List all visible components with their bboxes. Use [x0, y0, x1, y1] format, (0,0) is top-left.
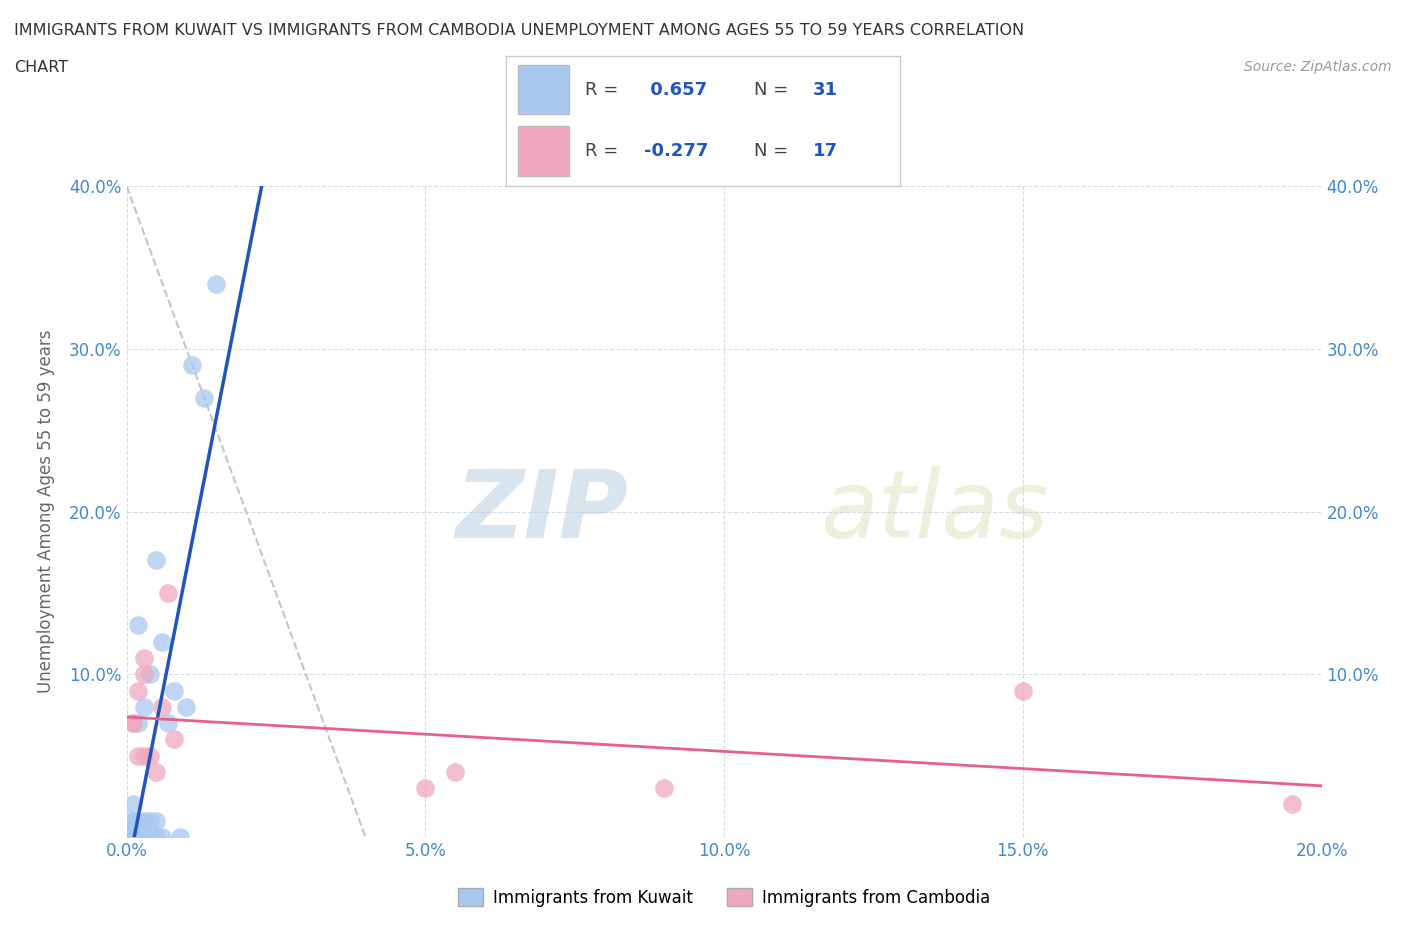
Text: R =: R =: [585, 81, 624, 99]
Point: [174, 699, 197, 714]
Point: [139, 748, 162, 763]
Point: [193, 391, 215, 405]
Point: [1281, 797, 1303, 812]
Text: ZIP: ZIP: [456, 466, 628, 557]
Point: [134, 667, 156, 682]
Point: [127, 748, 149, 763]
Point: [127, 830, 149, 844]
Point: [415, 781, 437, 796]
Text: CHART: CHART: [14, 60, 67, 75]
Point: [145, 553, 167, 568]
Point: [134, 699, 156, 714]
Point: [121, 821, 143, 836]
Point: [121, 716, 143, 731]
Text: N =: N =: [754, 142, 794, 160]
Text: 31: 31: [813, 81, 838, 99]
FancyBboxPatch shape: [517, 126, 569, 176]
Point: [134, 830, 156, 844]
Point: [152, 634, 174, 649]
Legend: Immigrants from Kuwait, Immigrants from Cambodia: Immigrants from Kuwait, Immigrants from …: [451, 882, 997, 913]
Point: [139, 667, 162, 682]
Text: 17: 17: [813, 142, 838, 160]
Point: [121, 716, 143, 731]
Point: [127, 813, 149, 829]
Point: [121, 830, 143, 844]
Text: IMMIGRANTS FROM KUWAIT VS IMMIGRANTS FROM CAMBODIA UNEMPLOYMENT AMONG AGES 55 TO: IMMIGRANTS FROM KUWAIT VS IMMIGRANTS FRO…: [14, 23, 1024, 38]
Point: [157, 586, 180, 601]
Point: [127, 618, 149, 633]
Point: [139, 830, 162, 844]
Point: [145, 764, 167, 779]
Text: N =: N =: [754, 81, 794, 99]
Point: [163, 684, 186, 698]
Text: 0.657: 0.657: [644, 81, 707, 99]
Point: [127, 830, 149, 844]
Point: [134, 748, 156, 763]
Point: [163, 732, 186, 747]
Point: [652, 781, 675, 796]
Point: [134, 830, 156, 844]
Point: [121, 830, 143, 844]
FancyBboxPatch shape: [517, 65, 569, 114]
Point: [181, 358, 204, 373]
Y-axis label: Unemployment Among Ages 55 to 59 years: Unemployment Among Ages 55 to 59 years: [38, 330, 55, 693]
Point: [134, 651, 156, 666]
Point: [127, 716, 149, 731]
Point: [152, 699, 174, 714]
Point: [121, 813, 143, 829]
Text: Source: ZipAtlas.com: Source: ZipAtlas.com: [1244, 60, 1392, 74]
Point: [121, 813, 143, 829]
Point: [145, 830, 167, 844]
Text: R =: R =: [585, 142, 624, 160]
Point: [145, 813, 167, 829]
Point: [134, 813, 156, 829]
Point: [444, 764, 467, 779]
Point: [1011, 684, 1033, 698]
Point: [157, 716, 180, 731]
Point: [121, 830, 143, 844]
Point: [205, 276, 228, 291]
Point: [139, 813, 162, 829]
Point: [127, 684, 149, 698]
Point: [169, 830, 191, 844]
Point: [121, 797, 143, 812]
Text: -0.277: -0.277: [644, 142, 709, 160]
Point: [152, 830, 174, 844]
Text: atlas: atlas: [820, 466, 1047, 557]
